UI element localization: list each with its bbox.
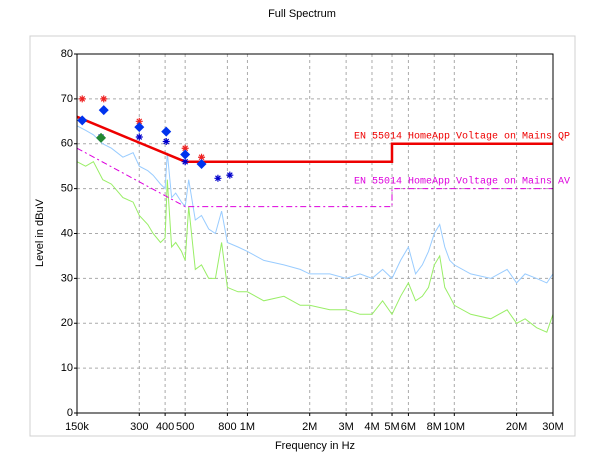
diamond-marker (96, 132, 107, 143)
y-tick-label: 10 (61, 362, 73, 374)
x-tick-label: 30M (542, 421, 563, 433)
y-tick-label: 0 (67, 407, 73, 419)
series-line (76, 161, 554, 333)
y-tick-label: 20 (61, 317, 73, 329)
y-tick-label: 80 (61, 48, 73, 60)
chart-title: Full Spectrum (268, 8, 336, 20)
x-tick-label: 1M (240, 421, 255, 433)
asterisk-marker (181, 158, 189, 166)
diamond-marker (180, 149, 191, 160)
x-tick-label: 6M (401, 421, 416, 433)
diamond-marker (161, 126, 172, 137)
x-tick-label: 400 (156, 421, 174, 433)
x-tick-label: 10M (444, 421, 465, 433)
series-line (76, 147, 553, 208)
x-tick-label: 800 (218, 421, 236, 433)
diamond-marker (134, 122, 145, 133)
y-tick-label: 60 (61, 138, 73, 150)
x-tick-label: 150k (65, 421, 89, 433)
diamond-marker (77, 115, 88, 126)
asterisk-marker (135, 133, 143, 141)
asterisk-marker (214, 174, 222, 182)
limit-label: EN 55014 HomeApp Voltage on Mains AV (354, 175, 570, 187)
y-axis-label: Level in dBuV (34, 198, 46, 267)
asterisk-marker (78, 95, 86, 103)
plot-frame (76, 53, 554, 414)
series-line (76, 125, 554, 284)
x-tick-label: 5M (384, 421, 399, 433)
y-tick-label: 70 (61, 93, 73, 105)
panel-frame (29, 35, 576, 437)
asterisk-marker (162, 138, 170, 146)
x-tick-label: 20M (506, 421, 527, 433)
diamond-marker (196, 158, 207, 169)
diamond-marker (98, 105, 109, 116)
x-tick-label: 4M (364, 421, 379, 433)
x-tick-label: 300 (130, 421, 148, 433)
asterisk-marker (198, 153, 206, 161)
asterisk-marker (135, 117, 143, 125)
y-tick-label: 40 (61, 227, 73, 239)
x-axis-label: Frequency in Hz (275, 440, 355, 452)
series-line (76, 115, 553, 163)
asterisk-marker (226, 171, 234, 179)
x-tick-label: 8M (427, 421, 442, 433)
asterisk-marker (100, 95, 108, 103)
limit-label: EN 55014 HomeApp Voltage on Mains QP (354, 130, 570, 142)
x-tick-label: 500 (176, 421, 194, 433)
x-tick-label: 2M (302, 421, 317, 433)
y-tick-label: 30 (61, 272, 73, 284)
x-tick-label: 3M (338, 421, 353, 433)
y-tick-label: 50 (61, 183, 73, 195)
asterisk-marker (181, 144, 189, 152)
